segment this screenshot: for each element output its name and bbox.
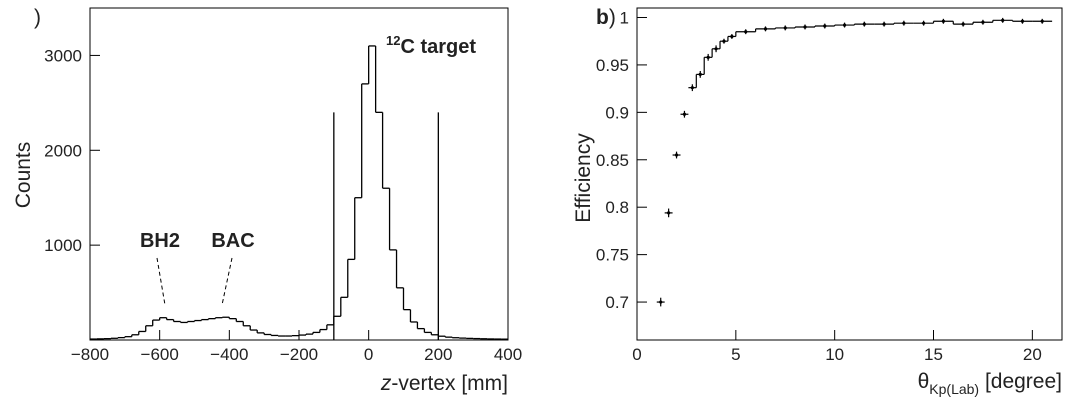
x-axis-title-subscript: Kp(Lab) xyxy=(929,381,979,397)
x-axis-title-symbol: θ xyxy=(918,370,930,393)
annotation-text: C target xyxy=(400,36,476,58)
annotation: 12C target xyxy=(386,33,476,58)
y-tick-label: 0.95 xyxy=(596,56,629,75)
y-tick-label: 1 xyxy=(620,8,629,27)
data-point xyxy=(674,153,679,157)
y-axis-title: Efficiency xyxy=(572,133,595,223)
x-tick-label: 0 xyxy=(632,345,641,364)
y-tick-label: 0.9 xyxy=(605,103,629,122)
data-point xyxy=(803,25,807,29)
data-point xyxy=(981,20,985,24)
x-tick-label: 10 xyxy=(825,345,844,364)
data-point xyxy=(690,86,694,90)
annotation: BH2 xyxy=(140,230,180,252)
x-tick-label: 400 xyxy=(494,345,522,364)
data-point xyxy=(682,112,687,116)
data-point xyxy=(667,211,671,215)
data-point xyxy=(882,22,886,26)
y-tick-label: 2000 xyxy=(44,141,82,160)
x-tick-label: −400 xyxy=(210,345,248,364)
data-point xyxy=(714,47,718,51)
x-tick-label: 0 xyxy=(364,345,373,364)
y-axis-title: Counts xyxy=(12,142,35,209)
x-axis-title-rest: -vertex [mm] xyxy=(391,372,508,395)
x-tick-label: 20 xyxy=(1023,345,1042,364)
x-tick-label: 200 xyxy=(424,345,452,364)
data-point xyxy=(1040,19,1044,23)
data-point xyxy=(763,27,768,31)
x-tick-label: −800 xyxy=(71,345,109,364)
annotation-leader xyxy=(221,257,233,306)
plot-frame xyxy=(636,7,1063,341)
panel-label-letter: b xyxy=(596,6,609,29)
x-axis-title-unit: [degree] xyxy=(985,370,1062,393)
panel-label: b) xyxy=(596,6,616,29)
y-tick-label: 0.8 xyxy=(605,198,629,217)
panel-label-paren: ) xyxy=(609,6,616,29)
data-point xyxy=(659,300,663,304)
data-point xyxy=(722,39,726,43)
y-tick-label: 3000 xyxy=(44,46,82,65)
data-point xyxy=(961,22,965,26)
panel-label: ) xyxy=(34,6,41,29)
data-point xyxy=(698,72,702,76)
annotation: BAC xyxy=(211,230,254,252)
data-point xyxy=(1020,19,1025,23)
x-tick-label: −600 xyxy=(141,345,179,364)
data-point xyxy=(730,34,734,39)
annotation-leader xyxy=(156,257,166,306)
data-point xyxy=(842,23,847,27)
x-axis-title: θKp(Lab) [degree] xyxy=(918,370,1062,397)
y-tick-label: 1000 xyxy=(44,236,82,255)
data-point xyxy=(941,19,945,23)
data-point xyxy=(1001,18,1005,22)
x-tick-label: −200 xyxy=(280,345,318,364)
x-tick-label: 15 xyxy=(924,345,943,364)
y-tick-label: 0.7 xyxy=(605,293,629,312)
data-point xyxy=(706,55,710,59)
data-point xyxy=(922,21,926,25)
data-point xyxy=(862,22,866,26)
y-tick-label: 0.75 xyxy=(596,246,629,265)
data-point xyxy=(902,21,906,25)
data-point xyxy=(783,26,787,30)
y-tick-label: 0.85 xyxy=(596,151,629,170)
data-point xyxy=(744,30,748,34)
x-axis-title-italic: z xyxy=(380,372,392,395)
x-tick-label: 5 xyxy=(731,345,740,364)
annotation-superscript: 12 xyxy=(386,33,400,48)
x-axis-title: z-vertex [mm] xyxy=(380,372,508,395)
data-point xyxy=(823,24,827,28)
